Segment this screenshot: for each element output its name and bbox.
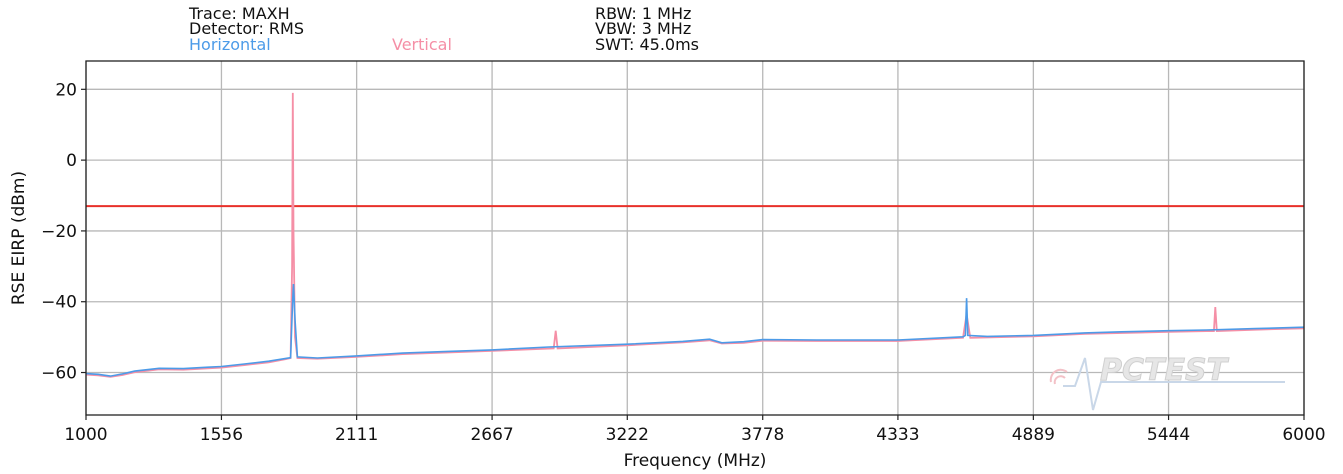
series-line-horizontal: [85, 283, 1305, 377]
legend-horizontal: Horizontal: [189, 35, 271, 54]
y-axis-ticks: 20 0 −20 −40 −60: [41, 80, 86, 384]
x-tick-label: 3222: [606, 425, 649, 445]
x-tick: 1000: [64, 415, 108, 445]
rbw-label: RBW: 1 MHz: [595, 4, 692, 23]
x-tick-label: 1000: [64, 425, 107, 445]
pctest-watermark: PCTEST: [1045, 352, 1290, 416]
y-tick: −60: [41, 364, 86, 384]
x-tick: 4889: [1012, 415, 1055, 445]
x-tick: 3778: [741, 415, 784, 445]
y-axis-label: RSE EIRP (dBm): [9, 171, 29, 305]
swt-label: SWT: 45.0ms: [595, 35, 700, 54]
y-tick-label: 0: [66, 151, 77, 171]
y-tick: 20: [55, 80, 86, 100]
x-tick-label: 3778: [741, 425, 784, 445]
x-tick-label: 1556: [200, 425, 243, 445]
y-tick: −20: [41, 222, 86, 242]
y-tick-label: −60: [41, 364, 77, 384]
x-tick: 2111: [335, 415, 378, 445]
vbw-label: VBW: 3 MHz: [595, 19, 692, 38]
plot-frame: [85, 60, 1305, 416]
x-tick-label: 2111: [335, 425, 378, 445]
x-tick-label: 4889: [1012, 425, 1055, 445]
x-tick: 5444: [1147, 415, 1190, 445]
x-tick-label: 4333: [876, 425, 919, 445]
detector-label: Detector: RMS: [189, 19, 304, 38]
x-tick: 3222: [606, 415, 649, 445]
watermark-text: PCTEST: [1100, 353, 1230, 388]
y-tick-label: 20: [55, 80, 77, 100]
x-tick: 4333: [876, 415, 920, 445]
x-tick: 6000: [1282, 415, 1326, 445]
y-tick: −40: [41, 293, 86, 313]
x-tick: 2667: [470, 415, 514, 445]
x-axis-label: Frequency (MHz): [624, 451, 767, 471]
trace-label: Trace: MAXH: [189, 4, 290, 23]
y-tick-label: −40: [41, 293, 77, 313]
x-tick-label: 5444: [1147, 425, 1190, 445]
series-line-vertical: [85, 92, 1305, 378]
y-tick: 0: [66, 151, 86, 171]
x-axis-ticks: 1000 1556 2111 2667 3222 3778 4333 4889 5444 6000: [64, 415, 1326, 445]
pctest-logo-icon: PCTEST: [1049, 353, 1285, 411]
legend-vertical: Vertical: [392, 35, 452, 54]
x-tick: 1556: [200, 415, 243, 445]
x-tick-label: 2667: [470, 425, 513, 445]
y-tick-label: −20: [41, 222, 77, 242]
x-tick-label: 6000: [1282, 425, 1325, 445]
